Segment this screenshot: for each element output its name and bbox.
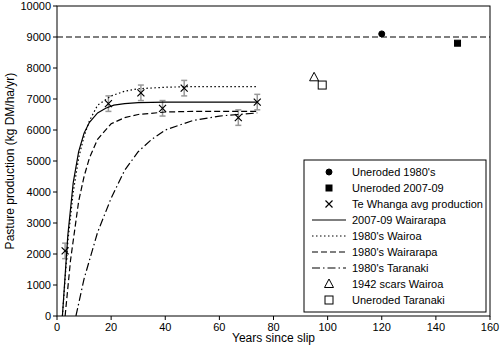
error-bar-cap bbox=[138, 100, 144, 102]
y-tick bbox=[53, 223, 57, 224]
legend-swatch bbox=[326, 201, 333, 208]
x-tick bbox=[273, 316, 274, 320]
legend-swatch bbox=[312, 267, 346, 268]
x-tick-label: 160 bbox=[481, 321, 499, 333]
x-tick bbox=[381, 316, 382, 320]
legend-swatch bbox=[312, 235, 346, 236]
y-tick bbox=[53, 161, 57, 162]
error-bar-cap bbox=[105, 111, 111, 113]
x-tick-label: 140 bbox=[427, 321, 445, 333]
error-bar-cap bbox=[105, 95, 111, 97]
point bbox=[137, 89, 144, 96]
y-tick bbox=[53, 130, 57, 131]
series-line bbox=[62, 102, 257, 316]
error-bar-cap bbox=[235, 125, 241, 127]
legend-label: Uneroded 2007-09 bbox=[352, 182, 444, 194]
x-tick-label: 100 bbox=[318, 321, 336, 333]
chart: 0204060801001201401600100020003000400050… bbox=[0, 0, 500, 348]
legend-label: Te Whanga avg production bbox=[352, 198, 483, 210]
series-line bbox=[76, 113, 257, 316]
y-tick-label: 2000 bbox=[27, 248, 51, 260]
y-tick-label: 1000 bbox=[27, 279, 51, 291]
y-tick bbox=[53, 316, 57, 317]
point bbox=[310, 72, 319, 81]
y-tick-label: 0 bbox=[45, 310, 51, 322]
y-tick bbox=[53, 68, 57, 69]
error-bar-cap bbox=[62, 258, 68, 260]
legend-label: Uneroded Taranaki bbox=[352, 294, 445, 306]
y-tick-label: 7000 bbox=[27, 93, 51, 105]
error-bar bbox=[138, 85, 144, 101]
legend-swatch bbox=[325, 296, 333, 304]
plot-area bbox=[57, 31, 490, 316]
reference-line bbox=[57, 36, 490, 37]
legend-label: 2007-09 Wairarapa bbox=[352, 214, 447, 226]
x-tick bbox=[435, 316, 436, 320]
point bbox=[181, 85, 188, 92]
legend: Uneroded 1980's Uneroded 2007-09 Te Whanga… bbox=[304, 160, 486, 312]
legend-swatch bbox=[326, 169, 332, 175]
point bbox=[318, 81, 326, 89]
y-tick bbox=[53, 99, 57, 100]
legend-box bbox=[304, 160, 486, 312]
error-bar-cap bbox=[160, 115, 166, 117]
x-tick bbox=[327, 316, 328, 320]
x-tick bbox=[165, 316, 166, 320]
error-bar-cap bbox=[181, 80, 187, 82]
error-bar-cap bbox=[181, 95, 187, 97]
x-tick bbox=[111, 316, 112, 320]
series-line bbox=[65, 111, 257, 316]
legend-swatch bbox=[312, 251, 346, 252]
y-tick-label: 8000 bbox=[27, 62, 51, 74]
y-tick-label: 4000 bbox=[27, 186, 51, 198]
error-bar-cap bbox=[254, 109, 260, 111]
error-bar-cap bbox=[254, 94, 260, 96]
point bbox=[379, 31, 385, 37]
y-tick-label: 3000 bbox=[27, 217, 51, 229]
x-tick bbox=[57, 316, 58, 320]
point bbox=[455, 40, 461, 46]
x-tick bbox=[490, 316, 491, 320]
legend-swatch bbox=[325, 279, 334, 288]
plot-frame bbox=[57, 6, 490, 316]
error-bar-cap bbox=[235, 109, 241, 111]
legend-swatch bbox=[312, 219, 346, 220]
point bbox=[159, 105, 166, 112]
error-bar bbox=[235, 110, 241, 126]
error-bar bbox=[160, 101, 166, 117]
legend-label: 1980's Wairarapa bbox=[352, 246, 438, 258]
legend-label: 1980's Taranaki bbox=[352, 262, 429, 274]
y-axis-title: Pasture production (kg DM/ha/yr) bbox=[3, 73, 17, 250]
error-bar-cap bbox=[138, 84, 144, 86]
x-tick bbox=[219, 316, 220, 320]
y-tick bbox=[53, 6, 57, 7]
error-bar-cap bbox=[160, 100, 166, 102]
error-bar bbox=[181, 80, 187, 96]
y-tick bbox=[53, 192, 57, 193]
legend-label: Uneroded 1980's bbox=[352, 166, 436, 178]
y-tick-label: 10000 bbox=[20, 0, 51, 12]
legend-label: 1980's Wairoa bbox=[352, 230, 422, 242]
x-tick-label: 0 bbox=[54, 321, 60, 333]
x-tick-label: 120 bbox=[373, 321, 391, 333]
y-tick bbox=[53, 285, 57, 286]
y-tick bbox=[53, 254, 57, 255]
y-tick-label: 6000 bbox=[27, 124, 51, 136]
x-tick-label: 20 bbox=[105, 321, 117, 333]
x-tick-label: 60 bbox=[213, 321, 225, 333]
x-tick-label: 40 bbox=[159, 321, 171, 333]
x-axis-title: Years since slip bbox=[232, 331, 315, 345]
y-tick-label: 5000 bbox=[27, 155, 51, 167]
legend-label: 1942 scars Wairoa bbox=[352, 278, 444, 290]
series-line bbox=[62, 87, 257, 316]
y-tick bbox=[53, 37, 57, 38]
y-tick-label: 9000 bbox=[27, 31, 51, 43]
legend-swatch bbox=[326, 185, 332, 191]
